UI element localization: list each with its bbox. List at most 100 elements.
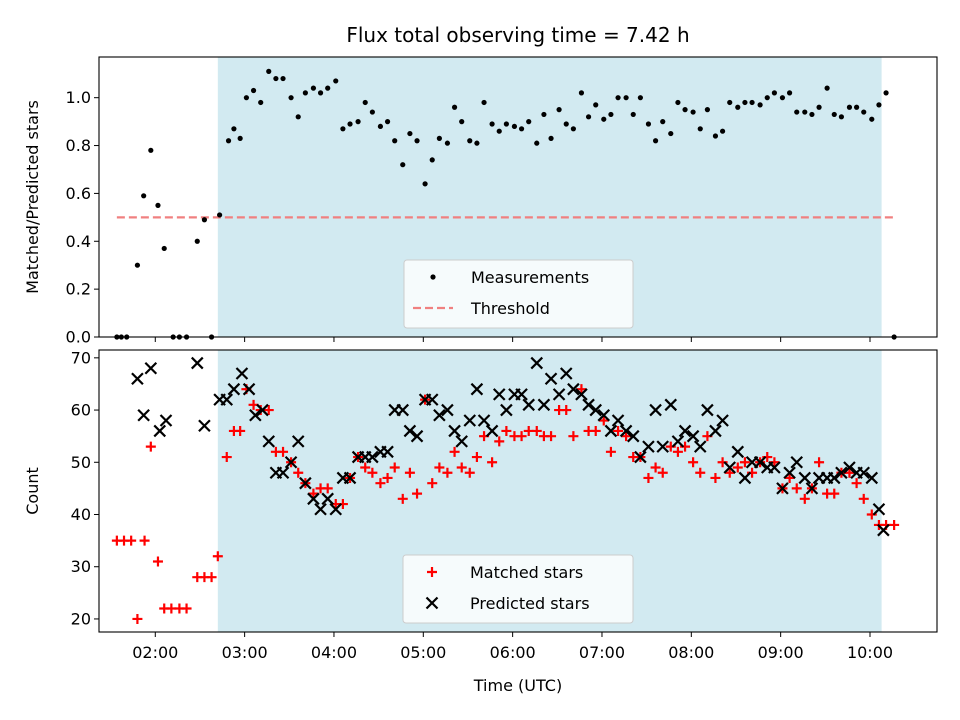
predicted-star-point bbox=[642, 440, 655, 453]
predicted-star-point bbox=[877, 523, 890, 537]
matched-star-point bbox=[546, 431, 557, 442]
measurement-point bbox=[355, 119, 361, 125]
legend-marker-measurement bbox=[430, 274, 436, 280]
predicted-star-point bbox=[343, 471, 357, 485]
matched-star-point bbox=[724, 467, 735, 478]
measurement-point bbox=[757, 102, 763, 108]
y-axis-label: Matched/Predicted stars bbox=[23, 100, 42, 294]
x-tick-label: 08:00 bbox=[668, 643, 714, 662]
matched-star-point bbox=[814, 457, 825, 468]
matched-star-point bbox=[152, 556, 163, 567]
matched-star-point bbox=[784, 472, 795, 483]
matched-star-point bbox=[613, 425, 624, 436]
matched-star-point bbox=[576, 384, 587, 395]
predicted-star-point bbox=[485, 424, 499, 438]
measurement-point bbox=[155, 202, 161, 208]
predicted-star-point bbox=[159, 414, 173, 427]
measurement-point bbox=[883, 90, 889, 96]
measurement-point bbox=[749, 99, 755, 106]
y-tick-label: 0.8 bbox=[66, 136, 91, 155]
measurement-point bbox=[134, 262, 141, 268]
matched-star-point bbox=[516, 431, 527, 442]
y-tick-label: 40 bbox=[71, 505, 91, 524]
matched-star-point bbox=[132, 613, 143, 624]
predicted-star-point bbox=[634, 450, 647, 464]
measurement-point bbox=[534, 140, 540, 146]
matched-star-point bbox=[739, 457, 750, 468]
predicted-star-point bbox=[827, 471, 841, 485]
matched-star-point bbox=[456, 462, 467, 473]
predicted-star-point bbox=[857, 466, 871, 479]
measurement-point bbox=[273, 75, 279, 82]
measurement-point bbox=[563, 121, 569, 127]
measurement-point bbox=[615, 95, 621, 101]
measurement-point bbox=[266, 68, 272, 74]
matched-star-point bbox=[404, 467, 415, 478]
measurement-point bbox=[690, 109, 696, 115]
measurement-point bbox=[201, 217, 208, 223]
predicted-star-point bbox=[798, 471, 812, 485]
measurement-point bbox=[704, 107, 710, 113]
measurement-point bbox=[876, 102, 882, 108]
measurement-point bbox=[481, 99, 487, 106]
measurement-point bbox=[697, 126, 703, 132]
matched-star-point bbox=[791, 483, 802, 494]
matched-star-point bbox=[322, 483, 333, 494]
measurement-point bbox=[392, 138, 398, 144]
y-tick-label: 0.0 bbox=[66, 328, 91, 347]
measurement-point bbox=[652, 138, 659, 144]
matched-star-point bbox=[889, 519, 900, 530]
predicted-star-point bbox=[144, 362, 158, 375]
predicted-star-point bbox=[537, 398, 551, 412]
measurement-point bbox=[601, 116, 607, 122]
predicted-star-point bbox=[235, 367, 249, 380]
matched-star-point bbox=[235, 425, 246, 436]
measurement-point bbox=[459, 119, 465, 125]
predicted-star-point bbox=[131, 372, 144, 385]
x-tick-label: 02:00 bbox=[132, 643, 178, 662]
legend-label: Predicted stars bbox=[470, 594, 590, 613]
axes-frame bbox=[98, 56, 938, 338]
matched-star-point bbox=[858, 493, 869, 504]
predicted-star-point bbox=[544, 372, 558, 385]
count-panel: 20 30 40 50 60 70 02:00 03:00 04:00 05:00 06:00 07:… bbox=[23, 348, 938, 695]
measurement-point bbox=[786, 90, 793, 96]
matched-star-point bbox=[487, 457, 498, 468]
predicted-star-point bbox=[559, 367, 573, 380]
predicted-star-point bbox=[276, 466, 290, 479]
predicted-star-point bbox=[619, 424, 633, 438]
x-tick-label: 03:00 bbox=[222, 643, 268, 662]
measurement-point bbox=[675, 99, 681, 106]
predicted-star-point bbox=[626, 429, 640, 443]
predicted-star-point bbox=[731, 445, 745, 459]
predicted-star-point bbox=[678, 424, 692, 438]
measurement-point bbox=[295, 114, 301, 120]
predicted-star-point bbox=[329, 503, 343, 516]
predicted-star-point bbox=[492, 388, 506, 401]
measurement-point bbox=[429, 157, 435, 163]
measurement-point bbox=[593, 102, 599, 108]
measurement-point bbox=[548, 135, 554, 141]
predicted-star-point bbox=[790, 456, 804, 469]
matched-star-point bbox=[471, 452, 482, 463]
predicted-star-point bbox=[381, 445, 394, 459]
matched-star-point bbox=[382, 472, 393, 483]
matched-star-point bbox=[844, 467, 855, 478]
measurement-point bbox=[302, 90, 308, 96]
predicted-star-point bbox=[242, 382, 256, 396]
measurement-point bbox=[280, 75, 286, 82]
matched-star-point bbox=[389, 462, 400, 473]
x-tick-label: 05:00 bbox=[400, 643, 446, 662]
predicted-star-point bbox=[198, 419, 211, 432]
legend-label: Threshold bbox=[470, 299, 550, 318]
predicted-star-point bbox=[552, 388, 566, 401]
measurement-point bbox=[742, 99, 748, 106]
measurement-point bbox=[623, 95, 629, 101]
measurement-point bbox=[288, 95, 294, 101]
ratio-panel: 0.0 0.2 0.4 0.6 0.8 1.0 Matched/Predicted star… bbox=[23, 56, 938, 347]
measurement-point bbox=[578, 90, 585, 96]
predicted-star-point bbox=[738, 471, 752, 485]
predicted-star-point bbox=[686, 429, 700, 443]
measurement-point bbox=[735, 104, 741, 110]
matched-star-point bbox=[732, 462, 743, 473]
